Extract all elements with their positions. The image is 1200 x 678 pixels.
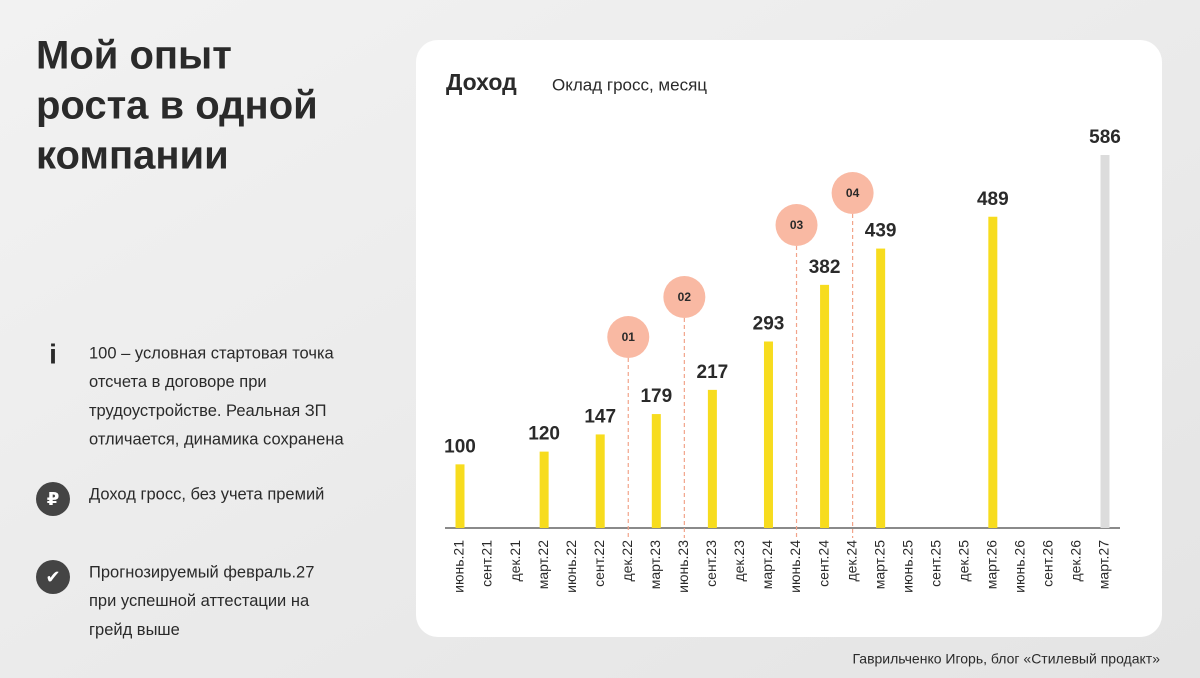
note-text: отсчета в договоре при — [89, 373, 267, 391]
note-icon-bg — [36, 482, 70, 516]
bar — [1100, 155, 1110, 528]
annotation-marker — [607, 316, 650, 358]
bar — [988, 216, 998, 529]
x-tick-label: дек.22 — [619, 540, 635, 582]
slide-title: роста в одной — [36, 84, 318, 128]
bar — [820, 284, 830, 528]
bar — [876, 248, 886, 529]
note-text: 100 – условная стартовая точка — [89, 344, 335, 362]
bar — [763, 341, 773, 528]
x-tick-label: дек.24 — [843, 540, 859, 582]
value-label: 489 — [977, 189, 1009, 210]
x-tick-label: сент.26 — [1040, 540, 1056, 587]
chart-subtitle: Оклад гросс, месяц — [552, 75, 707, 94]
x-tick-label: дек.23 — [731, 540, 747, 582]
x-tick-label: март.22 — [535, 540, 551, 589]
bar — [707, 389, 717, 528]
note-icon-bg — [36, 560, 70, 594]
footer: Гаврильченко Игорь, блог «Стилевый прода… — [852, 651, 1160, 667]
slide-title: компании — [36, 134, 229, 178]
value-label: 586 — [1089, 127, 1121, 148]
x-tick-label: дек.25 — [955, 540, 971, 582]
x-tick-label: март.23 — [647, 540, 663, 589]
x-tick-label: сент.25 — [927, 540, 943, 587]
value-label: 382 — [809, 257, 841, 278]
value-label: 120 — [528, 424, 560, 445]
annotation-marker — [775, 204, 818, 246]
x-tick-label: март.25 — [871, 540, 887, 589]
note-text: трудоустройстве. Реальная ЗП — [89, 402, 327, 420]
x-tick-label: март.24 — [759, 540, 775, 589]
note-text: Прогнозируемый февраль.27 — [89, 563, 314, 581]
value-label: 439 — [865, 221, 897, 242]
annotation-marker — [663, 276, 706, 318]
value-label: 100 — [444, 436, 476, 457]
note-text: отличается, динамика сохранена — [89, 430, 344, 448]
x-tick-label: дек.21 — [507, 540, 523, 582]
bar — [651, 414, 661, 528]
bar — [595, 434, 605, 528]
x-tick-label: март.27 — [1096, 540, 1112, 589]
note-icon: i — [49, 338, 57, 369]
x-tick-label: июнь.23 — [675, 540, 691, 593]
x-tick-label: июнь.24 — [787, 540, 803, 593]
chart-title: Доход — [446, 69, 517, 95]
value-label: 293 — [753, 314, 785, 335]
note-text: Доход гросс, без учета премий — [89, 485, 324, 503]
note-text: при успешной аттестации на — [89, 592, 310, 610]
x-tick-label: июнь.25 — [899, 540, 915, 593]
x-tick-label: сент.24 — [815, 540, 831, 587]
x-tick-label: июнь.21 — [451, 540, 467, 593]
value-label: 147 — [584, 406, 616, 427]
x-tick-label: сент.23 — [703, 540, 719, 587]
x-tick-label: июнь.22 — [563, 540, 579, 593]
x-tick-label: сент.22 — [591, 540, 607, 587]
annotation-label: 01 — [622, 330, 636, 344]
value-label: 217 — [697, 362, 729, 383]
annotation-label: 02 — [678, 290, 692, 304]
x-tick-label: дек.26 — [1068, 540, 1084, 582]
annotation-marker — [831, 172, 874, 214]
note-text: грейд выше — [89, 621, 180, 639]
slide-title: Мой опыт — [36, 34, 232, 78]
x-tick-label: июнь.26 — [1012, 540, 1028, 593]
bar — [455, 464, 465, 528]
bar — [539, 451, 549, 528]
annotation-label: 03 — [790, 218, 804, 232]
x-tick-label: март.26 — [984, 540, 1000, 589]
note-icon: ✔ — [45, 567, 60, 587]
note-icon: ₽ — [47, 489, 60, 509]
annotation-label: 04 — [846, 186, 860, 200]
x-tick-label: сент.21 — [479, 540, 495, 587]
value-label: 179 — [640, 386, 672, 407]
